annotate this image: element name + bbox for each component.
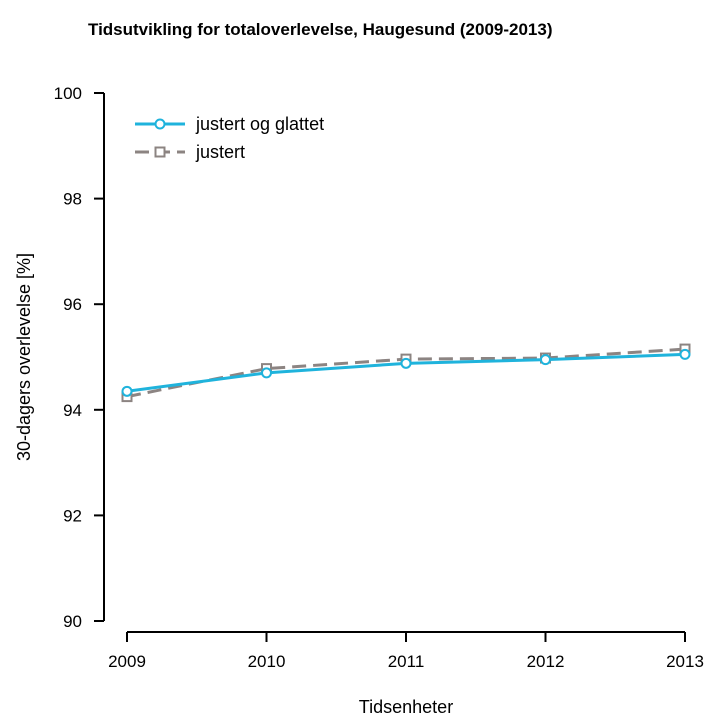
legend-square-icon [154, 146, 166, 158]
data-point-circle [679, 348, 691, 360]
series-justert [121, 343, 691, 403]
x-tick-label: 2013 [666, 652, 704, 671]
data-point-circle [121, 385, 133, 397]
y-tick-label: 92 [63, 506, 82, 525]
y-tick-label: 98 [63, 190, 82, 209]
series-justert-og-glattet [121, 348, 691, 397]
legend-item: justert [135, 142, 245, 162]
x-tick-label: 2009 [108, 652, 146, 671]
x-tick-label: 2010 [248, 652, 286, 671]
data-point-circle [261, 367, 272, 379]
legend-label: justert og glattet [195, 114, 324, 134]
y-tick-label: 90 [63, 612, 82, 631]
y-axis: 90 92 94 96 98 100 [54, 84, 105, 631]
legend-circle-icon [154, 118, 166, 130]
y-axis-label: 30-dagers overlevelse [%] [14, 253, 34, 461]
y-tick-label: 96 [63, 295, 82, 314]
y-tick-label: 100 [54, 84, 82, 103]
data-point-circle [540, 354, 551, 366]
x-tick-label: 2011 [388, 652, 425, 671]
x-axis: 2009 2010 2011 2012 2013 [108, 631, 704, 671]
x-tick-label: 2012 [527, 652, 565, 671]
y-tick-label: 94 [63, 401, 82, 420]
legend: justert og glattet justert [135, 114, 324, 162]
plot-area [121, 343, 691, 403]
x-axis-label: Tidsenheter [359, 697, 453, 717]
chart-title: Tidsutvikling for totaloverlevelse, Haug… [88, 20, 553, 39]
legend-item: justert og glattet [135, 114, 324, 134]
data-point-circle [400, 357, 412, 369]
legend-label: justert [195, 142, 245, 162]
